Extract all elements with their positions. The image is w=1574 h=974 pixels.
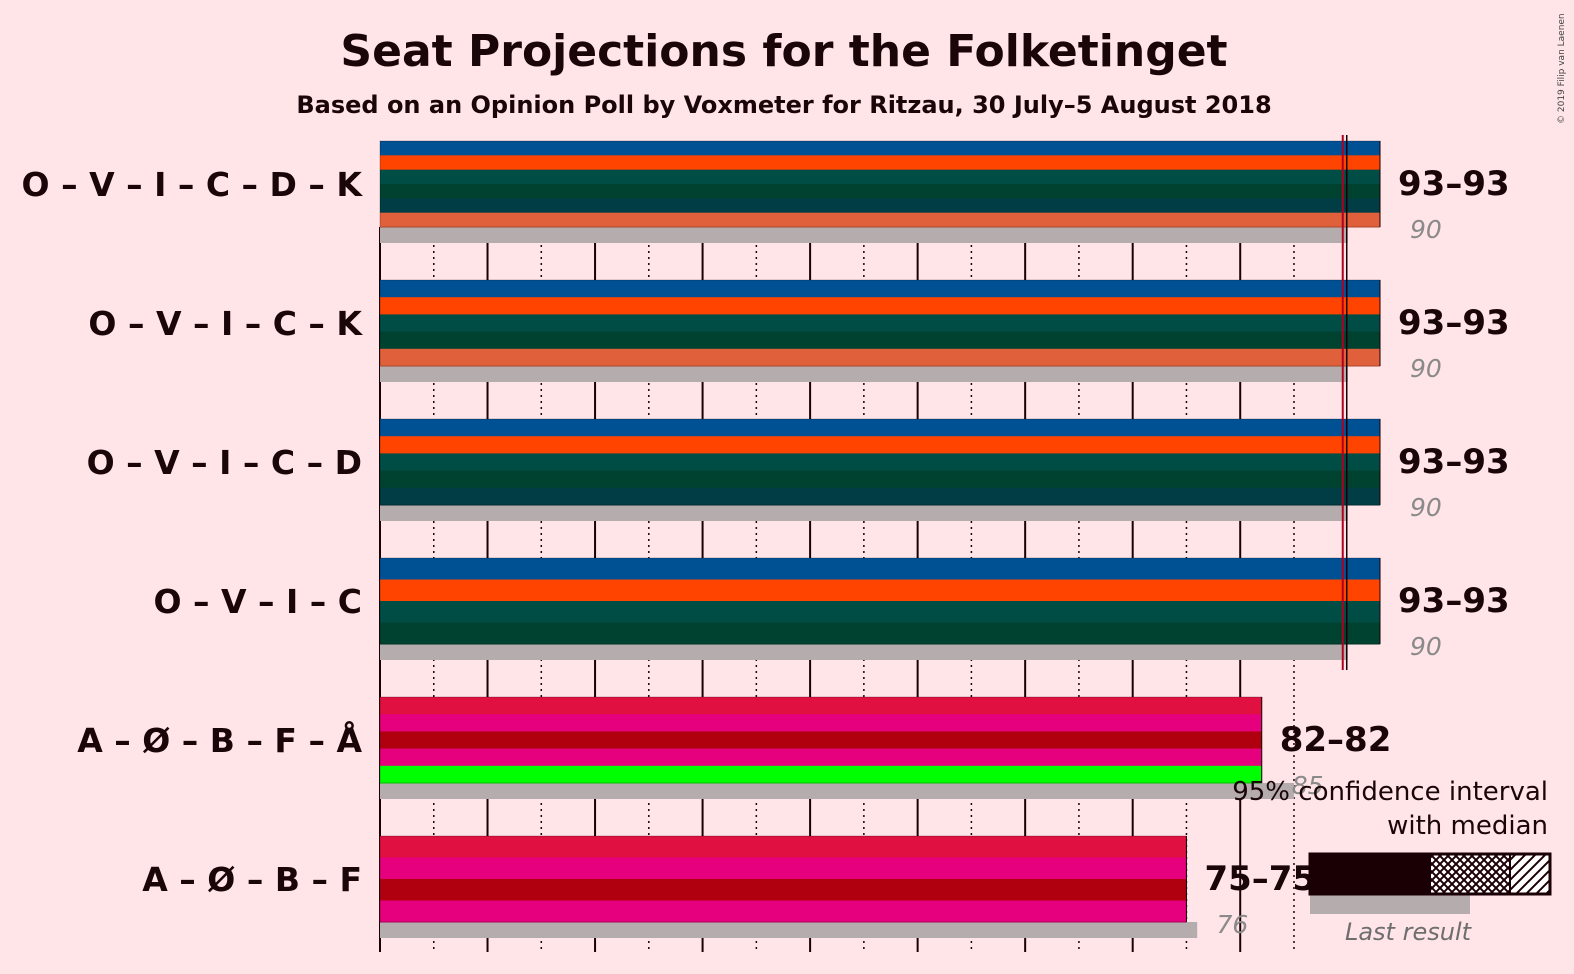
range-label: 93–93: [1398, 581, 1510, 621]
party-stripe-c: [380, 470, 1380, 489]
coalition-row: A – Ø – B – F – Å 82–82 85: [77, 696, 1392, 800]
last-result-bar: [380, 783, 1294, 799]
last-result-label: 90: [1410, 632, 1442, 661]
last-result-bar: [380, 644, 1348, 660]
last-result-label: 90: [1410, 493, 1442, 522]
party-stripe-o: [380, 141, 1380, 156]
legend-ci-solid: [1310, 854, 1430, 894]
legend-ci-crosshatch: [1429, 853, 1511, 895]
legend: 95% confidence interval with median Last…: [1232, 777, 1552, 946]
last-result-label: 90: [1410, 215, 1442, 244]
party-stripe-i: [380, 453, 1380, 472]
party-stripe-f: [380, 900, 1187, 923]
legend-median-label: with median: [1387, 811, 1548, 841]
last-result-bar: [380, 366, 1348, 382]
party-stripe-v: [380, 155, 1380, 171]
coalition-label: O – V – I – C – D – K: [22, 165, 364, 204]
chart-title: Seat Projections for the Folketinget: [340, 26, 1227, 77]
coalition-row: O – V – I – C – K 93–93 90: [88, 279, 1510, 383]
last-result-label: 90: [1410, 354, 1442, 383]
legend-last-result-bar: [1310, 892, 1470, 914]
party-stripe-b: [380, 879, 1187, 901]
coalition-label: O – V – I – C – D: [87, 443, 362, 482]
legend-ci-label: 95% confidence interval: [1232, 777, 1548, 807]
range-label: 93–93: [1398, 303, 1510, 343]
range-label: 93–93: [1398, 164, 1510, 204]
party-stripe-å: [380, 765, 1262, 784]
majority-line: [1341, 135, 1348, 670]
party-stripe-a: [380, 836, 1187, 858]
party-stripe-i: [380, 314, 1380, 333]
party-stripe-v: [380, 579, 1380, 602]
party-stripe-o: [380, 558, 1380, 580]
party-stripe-b: [380, 731, 1262, 750]
chart-subtitle: Based on an Opinion Poll by Voxmeter for…: [296, 91, 1271, 119]
coalition-row: O – V – I – C 93–93 90: [153, 557, 1510, 661]
coalition-row: O – V – I – C – D 93–93 90: [87, 418, 1510, 522]
party-stripe-d: [380, 198, 1380, 214]
last-result-bar: [380, 922, 1198, 938]
party-stripe-ø: [380, 714, 1262, 732]
range-label: 93–93: [1398, 442, 1510, 482]
party-stripe-a: [380, 697, 1262, 715]
last-result-label: 76: [1216, 910, 1248, 939]
range-label: 82–82: [1280, 720, 1392, 760]
range-label: 75–75: [1204, 859, 1316, 899]
legend-ci-diagonal: [1509, 853, 1551, 895]
last-result-bar: [380, 227, 1348, 243]
party-stripe-o: [380, 280, 1380, 298]
party-stripe-c: [380, 622, 1380, 645]
party-stripe-c: [380, 331, 1380, 350]
party-stripe-k: [380, 212, 1380, 228]
copyright-notice: © 2019 Filip van Laenen: [1557, 13, 1567, 124]
party-stripe-o: [380, 419, 1380, 437]
coalition-row: O – V – I – C – D – K 93–93 90: [22, 140, 1510, 244]
party-stripe-f: [380, 748, 1262, 767]
coalition-label: O – V – I – C: [153, 582, 362, 621]
legend-last-result-label: Last result: [1345, 918, 1473, 946]
coalition-label: A – Ø – B – F – Å: [77, 720, 362, 760]
party-stripe-i: [380, 169, 1380, 185]
party-stripe-v: [380, 297, 1380, 315]
party-stripe-c: [380, 184, 1380, 199]
last-result-label: 85: [1292, 771, 1324, 800]
coalition-label: A – Ø – B – F: [142, 860, 362, 899]
coalition-label: O – V – I – C – K: [88, 304, 363, 343]
last-result-bar: [380, 505, 1348, 521]
party-stripe-k: [380, 348, 1380, 367]
party-stripe-i: [380, 601, 1380, 623]
party-stripe-v: [380, 436, 1380, 454]
legend-ci-frame: [1308, 852, 1552, 896]
party-stripe-ø: [380, 857, 1187, 880]
coalition-row: A – Ø – B – F 75–75 76: [142, 835, 1316, 939]
party-stripe-d: [380, 487, 1380, 506]
